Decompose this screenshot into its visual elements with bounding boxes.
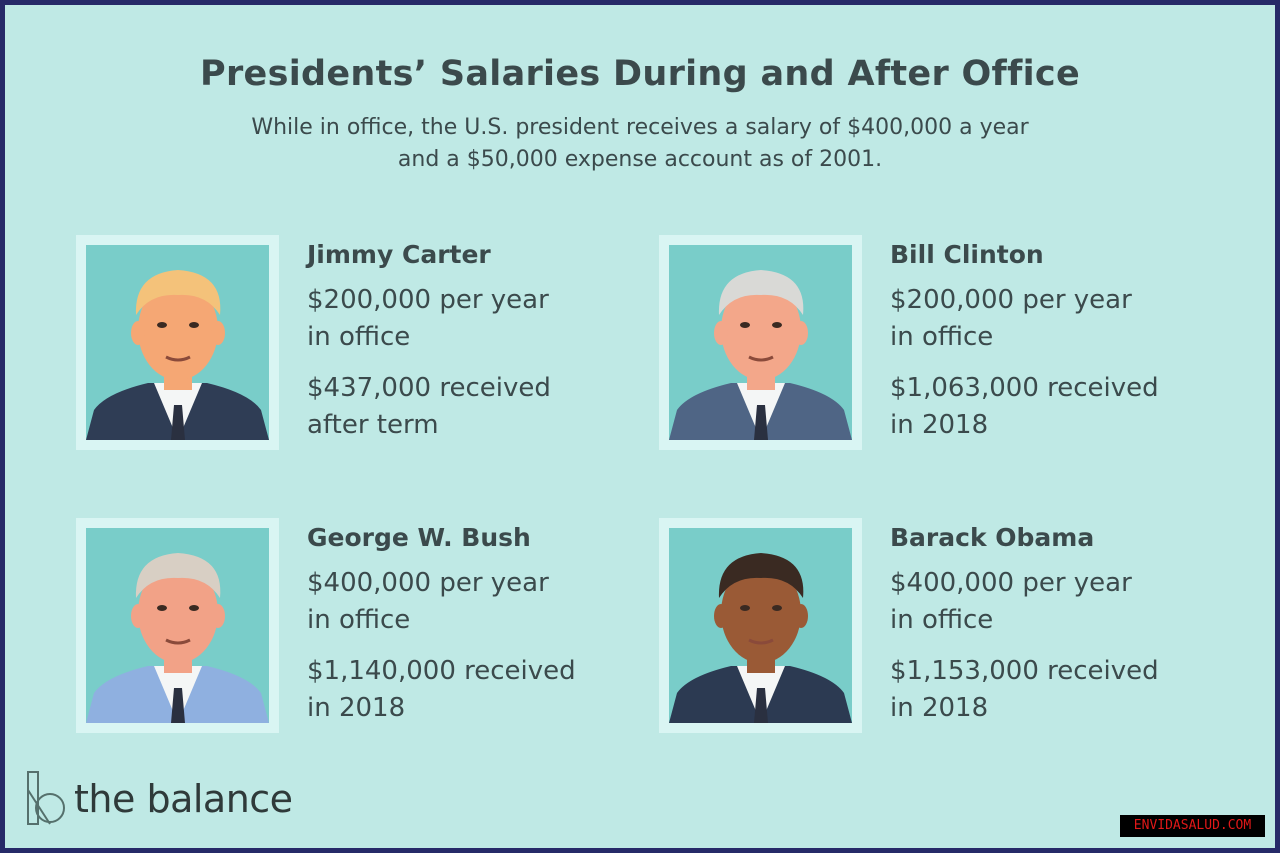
tie: [754, 688, 768, 723]
salary-line-2: in office: [890, 322, 994, 352]
salary-line-1: $400,000 per year: [890, 568, 1132, 598]
president-info: Bill Clinton $200,000 per year in office…: [890, 240, 1159, 444]
watermark: ENVIDASALUD.COM: [1120, 815, 1265, 837]
after-line-1: $1,063,000 received: [890, 373, 1159, 403]
tie: [754, 405, 768, 440]
president-name: Barack Obama: [890, 523, 1095, 552]
after-line-1: $437,000 received: [307, 373, 551, 403]
salary-line-1: $200,000 per year: [307, 285, 549, 315]
president-portrait-illustration: [86, 553, 269, 723]
president-name: Bill Clinton: [890, 240, 1044, 269]
hair: [718, 270, 804, 315]
salary-line-2: in office: [307, 605, 411, 635]
president-portrait-illustration: [86, 270, 269, 440]
after-line-1: $1,140,000 received: [307, 656, 576, 686]
subtitle-line-2: and a $50,000 expense account as of 2001…: [397, 147, 883, 172]
logo-text: the balance: [74, 777, 293, 821]
page-title: Presidents’ Salaries During and After Of…: [200, 54, 1080, 94]
portrait-frame: [659, 518, 862, 733]
hair: [135, 553, 221, 598]
salary-line-1: $400,000 per year: [307, 568, 549, 598]
balance-logo-icon: [27, 771, 65, 825]
portrait-frame: [659, 235, 862, 450]
after-line-1: $1,153,000 received: [890, 656, 1159, 686]
portrait-frame: [76, 518, 279, 733]
face: [721, 563, 801, 663]
salary-line-2: in office: [307, 322, 411, 352]
face: [138, 280, 218, 380]
president-info: Barack Obama $400,000 per year in office…: [890, 523, 1159, 727]
the-balance-logo: the balance: [26, 770, 293, 828]
portrait-frame: [76, 235, 279, 450]
hair: [135, 270, 221, 315]
after-line-2: after term: [307, 410, 439, 440]
after-line-2: in 2018: [890, 410, 989, 440]
subtitle-line-1: While in office, the U.S. president rece…: [251, 115, 1029, 140]
tie: [171, 688, 185, 723]
president-name: Jimmy Carter: [307, 240, 491, 269]
president-portrait-illustration: [669, 270, 852, 440]
after-line-2: in 2018: [890, 693, 989, 723]
salary-line-2: in office: [890, 605, 994, 635]
after-line-2: in 2018: [307, 693, 406, 723]
president-info: George W. Bush $400,000 per year in offi…: [307, 523, 576, 727]
hair: [718, 553, 804, 598]
president-name: George W. Bush: [307, 523, 531, 552]
president-portrait-illustration: [669, 553, 852, 723]
face: [721, 280, 801, 380]
salary-line-1: $200,000 per year: [890, 285, 1132, 315]
tie: [171, 405, 185, 440]
president-info: Jimmy Carter $200,000 per year in office…: [307, 240, 551, 444]
face: [138, 563, 218, 663]
